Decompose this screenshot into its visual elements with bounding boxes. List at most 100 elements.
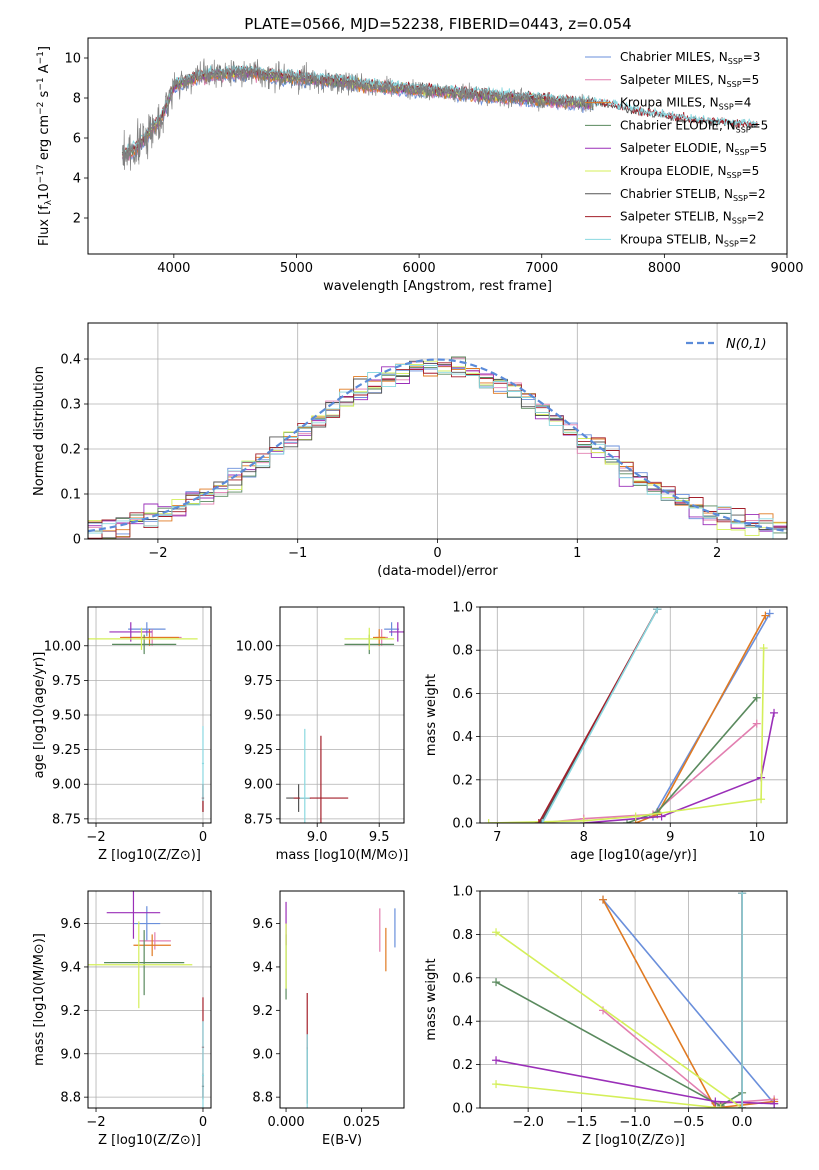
x-tick-label: 1 xyxy=(573,546,581,561)
series-marker-kroupa-elodie xyxy=(492,928,501,937)
y-tick-label: 9.00 xyxy=(244,778,273,793)
y-tick-label: 8.75 xyxy=(244,812,273,827)
series-line-salpeter-miles xyxy=(540,722,758,823)
y-tick-label: 1.0 xyxy=(452,885,473,900)
legend-label-kroupa-elodie: Kroupa ELODIE, NSSP=5 xyxy=(620,164,759,180)
y-axis-label: Flux [fλ10−17 erg cm−2 s−1 A−1] xyxy=(36,46,54,246)
series-marker-chabrier-miles xyxy=(765,609,774,618)
series-marker-chabrier-elodie xyxy=(623,819,632,823)
y-axis-label-part: s xyxy=(37,90,52,101)
series-marker-salpeter-elodie xyxy=(770,1099,779,1108)
x-tick-label: 8 xyxy=(580,830,588,845)
plot-area xyxy=(484,607,779,823)
x-tick-label: 9.0 xyxy=(307,830,328,845)
x-axis-label: (data-model)/error xyxy=(377,564,498,579)
y-axis-label-part: Flux [f xyxy=(37,205,52,246)
y-tick-label: 9.2 xyxy=(60,1004,81,1019)
series-marker-kroupa-miles xyxy=(599,895,608,904)
y-tick-label: 10.00 xyxy=(44,639,81,654)
plot-area xyxy=(285,901,396,1108)
y-tick-label: 9.0 xyxy=(252,1047,273,1062)
observed-spectrum xyxy=(121,58,594,171)
figure-title: PLATE=0566, MJD=52238, FIBERID=0443, z=0… xyxy=(244,15,631,33)
y-tick-label: 9.6 xyxy=(252,917,273,932)
y-axis-label-part: erg cm xyxy=(37,115,52,164)
x-axis-label: age [log10(age/yr)] xyxy=(570,848,697,863)
legend-count: =5 xyxy=(742,73,760,87)
data-point-kroupa-stelib xyxy=(299,728,310,823)
y-axis-label-part: 10 xyxy=(37,183,52,200)
data-point-kroupa-stelib xyxy=(201,726,205,801)
y-tick-label: 9.2 xyxy=(252,1004,273,1019)
x-tick-label: 9000 xyxy=(770,261,803,276)
legend-subscript: SSP xyxy=(727,171,742,180)
y-tick-label: 9.50 xyxy=(52,709,81,724)
plot-area xyxy=(88,891,205,1108)
data-point-kroupa-elodie xyxy=(88,627,198,650)
x-tick-label: −1 xyxy=(288,546,307,561)
x-tick-label: 0 xyxy=(199,1115,207,1130)
data-point-salpeter-elodie xyxy=(106,891,161,939)
y-tick-label: 9.75 xyxy=(52,674,81,689)
y-tick-label: 4 xyxy=(73,172,81,187)
plot-area xyxy=(121,58,758,171)
data-point-chabrier-elodie xyxy=(104,930,185,996)
data-point-kroupa-miles xyxy=(133,934,171,957)
legend-subscript: SSP xyxy=(733,194,748,203)
y-tick-label: 0 xyxy=(73,533,81,548)
legend-label-kroupa-stelib: Kroupa STELIB, NSSP=2 xyxy=(620,232,757,248)
x-axis-label: wavelength [Angstrom, rest frame] xyxy=(323,279,552,294)
legend-label-chabrier-miles: Chabrier MILES, NSSP=3 xyxy=(620,50,760,66)
data-point-kroupa-elodie xyxy=(344,627,395,650)
series-marker-salpeter-miles xyxy=(752,719,761,728)
x-tick-label: −2 xyxy=(86,830,105,845)
y-tick-label: 9.25 xyxy=(52,743,81,758)
series-marker-kroupa-stelib xyxy=(738,1104,747,1108)
y-tick-label: 0.8 xyxy=(452,928,473,943)
legend-subscript: SSP xyxy=(724,239,739,248)
y-axis-label: mass weight xyxy=(424,958,439,1040)
legend-label-chabrier-stelib: Chabrier STELIB, NSSP=2 xyxy=(620,187,766,203)
series-line-kroupa-elodie xyxy=(495,931,744,1108)
x-tick-label: 9 xyxy=(666,830,674,845)
series-line-kroupa-stelib xyxy=(541,608,659,823)
series-marker-kroupa-stelib xyxy=(653,607,662,614)
data-point-chabrier-miles xyxy=(133,906,161,941)
series-marker-kroupa-elodie xyxy=(757,795,766,804)
legend-label-chabrier-elodie: Chabrier ELODIE, NSSP=5 xyxy=(620,118,768,134)
series-marker-kroupa-elodie xyxy=(492,1080,501,1089)
y-tick-label: 2 xyxy=(73,212,81,227)
x-tick-label: 2 xyxy=(713,546,721,561)
legend-label-normal: N(0,1) xyxy=(726,337,767,352)
y-tick-label: 9.0 xyxy=(60,1047,81,1062)
mass-weight-vs-metallicity-panel: −2.0 −1.5 −1.0 −0.5 0.0 0.0 0.2 0.4 0.6 0.8 1.0 Z [… xyxy=(424,885,788,1148)
y-axis-label-part: −17 xyxy=(36,164,46,183)
legend-count: =5 xyxy=(742,164,760,178)
data-point-kroupa-elodie xyxy=(88,921,193,1009)
data-point-kroupa-miles xyxy=(373,629,386,646)
x-tick-label: −1.0 xyxy=(619,1115,651,1130)
y-tick-label: 8 xyxy=(73,92,81,107)
x-tick-label: 7000 xyxy=(525,261,558,276)
series-line-kroupa-miles xyxy=(635,615,767,823)
legend-text: Kroupa STELIB, N xyxy=(620,232,724,246)
series-marker-kroupa-stelib xyxy=(738,891,747,898)
y-axis-label-part: −1 xyxy=(36,77,46,90)
y-tick-label: 0.2 xyxy=(452,1058,473,1073)
y-tick-label: 0.4 xyxy=(452,730,473,745)
axes-frame xyxy=(479,890,788,1109)
x-tick-label: −1.5 xyxy=(566,1115,598,1130)
legend-subscript: SSP xyxy=(734,148,749,157)
series-line-chabrier-miles xyxy=(602,899,775,1105)
legend-count: =2 xyxy=(747,210,765,224)
y-tick-label: 0.1 xyxy=(60,488,81,503)
series-marker-kroupa-elodie xyxy=(484,819,493,823)
y-tick-label: 9.25 xyxy=(244,743,273,758)
y-tick-label: 8.75 xyxy=(52,812,81,827)
x-axis-label: Z [log10(Z/Z⊙)] xyxy=(582,1133,685,1148)
data-point-chabrier-miles xyxy=(128,622,166,637)
legend-text: Salpeter ELODIE, N xyxy=(620,141,734,155)
y-tick-label: 0.4 xyxy=(452,1015,473,1030)
plot-area xyxy=(88,622,205,812)
y-tick-label: 8.8 xyxy=(60,1091,81,1106)
